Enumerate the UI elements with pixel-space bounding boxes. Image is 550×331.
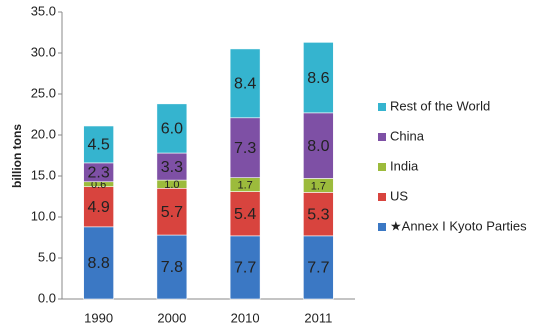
bar-segment bbox=[83, 186, 114, 228]
y-tick-label: 20.0 bbox=[31, 126, 56, 141]
data-label: 7.7 bbox=[307, 260, 329, 277]
legend-label: India bbox=[390, 158, 419, 173]
data-label: 1.7 bbox=[237, 180, 252, 192]
data-label: 8.4 bbox=[234, 76, 256, 93]
bar-segment bbox=[83, 125, 114, 164]
bar-segment bbox=[156, 188, 188, 236]
x-tick-label: 1990 bbox=[84, 310, 113, 325]
legend-label: ★Annex I Kyoto Parties bbox=[390, 218, 527, 233]
bar-segment bbox=[303, 42, 334, 114]
bar-segment bbox=[229, 191, 261, 237]
y-axis-title: billion tons bbox=[10, 124, 24, 188]
bar-segment bbox=[156, 152, 188, 181]
data-label: 8.6 bbox=[307, 70, 329, 87]
data-label: 7.3 bbox=[234, 140, 256, 157]
data-label: 0.6 bbox=[91, 179, 106, 191]
bar-segment bbox=[229, 117, 261, 178]
data-label: 1.0 bbox=[164, 179, 179, 191]
y-tick-label: 5.0 bbox=[38, 249, 56, 264]
legend-swatch bbox=[378, 163, 386, 171]
y-tick-label: 35.0 bbox=[31, 3, 56, 18]
y-tick-label: 10.0 bbox=[31, 208, 56, 223]
y-tick-label: 15.0 bbox=[31, 167, 56, 182]
data-label: 1.7 bbox=[311, 180, 326, 192]
data-label: 6.0 bbox=[161, 121, 183, 138]
legend-label: US bbox=[390, 188, 408, 203]
legend-swatch bbox=[378, 193, 386, 201]
data-label: 4.9 bbox=[88, 199, 110, 216]
y-tick-label: 25.0 bbox=[31, 85, 56, 100]
legend-label: China bbox=[390, 128, 425, 143]
data-label: 3.3 bbox=[161, 159, 183, 176]
y-tick-label: 30.0 bbox=[31, 44, 56, 59]
legend-swatch bbox=[378, 223, 386, 231]
x-tick-label: 2010 bbox=[231, 310, 260, 325]
data-label: 7.8 bbox=[161, 259, 183, 276]
legend-label: Rest of the World bbox=[390, 98, 490, 113]
data-label: 5.3 bbox=[307, 206, 329, 223]
legend-swatch bbox=[378, 103, 386, 111]
data-label: 2.3 bbox=[88, 165, 110, 182]
data-label: 5.7 bbox=[161, 204, 183, 221]
data-label: 5.4 bbox=[234, 206, 256, 223]
data-label: 8.8 bbox=[88, 255, 110, 272]
bar-segment bbox=[156, 103, 188, 154]
data-label: 8.0 bbox=[307, 138, 329, 155]
x-tick-label: 2011 bbox=[304, 310, 332, 325]
data-label: 4.5 bbox=[88, 137, 110, 154]
bar-segment bbox=[229, 48, 261, 119]
x-tick-label: 2000 bbox=[157, 310, 186, 325]
data-label: 7.7 bbox=[234, 260, 256, 277]
bar-segment bbox=[229, 235, 261, 300]
y-tick-label: 0.0 bbox=[38, 290, 56, 305]
bar-segment bbox=[156, 234, 188, 300]
legend-swatch bbox=[378, 133, 386, 141]
